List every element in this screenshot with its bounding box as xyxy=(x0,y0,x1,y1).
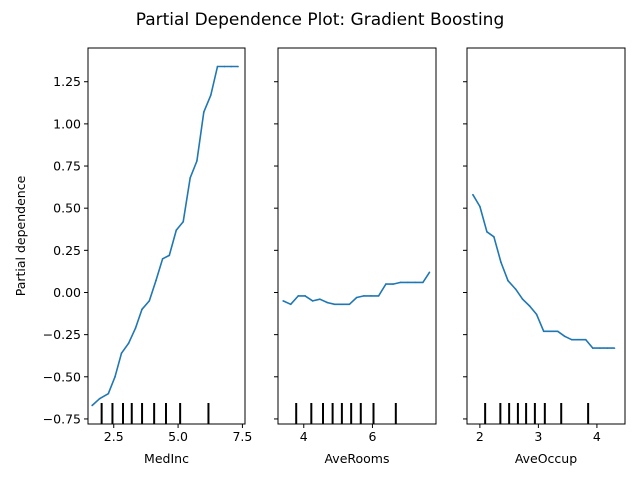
data-point xyxy=(326,301,329,304)
data-point xyxy=(592,347,594,349)
data-point xyxy=(407,281,409,284)
data-point xyxy=(196,160,198,162)
data-point xyxy=(414,281,417,284)
data-point xyxy=(422,281,424,284)
data-point xyxy=(493,236,495,238)
y-tick-label: 0.50 xyxy=(53,201,81,216)
data-point xyxy=(289,303,292,306)
data-point xyxy=(542,330,545,333)
partial-dependence-line xyxy=(91,65,239,407)
data-point xyxy=(282,300,284,302)
data-point xyxy=(584,338,587,341)
y-tick-label: −0.75 xyxy=(43,411,81,426)
x-axis-label: MedInc xyxy=(144,451,189,466)
y-tick-label: −0.25 xyxy=(43,327,81,342)
y-tick-label: 0.25 xyxy=(53,243,81,258)
figure-title: Partial Dependence Plot: Gradient Boosti… xyxy=(136,10,504,30)
data-point xyxy=(507,279,509,282)
data-point xyxy=(209,94,212,97)
y-axis-label: Partial dependence xyxy=(13,175,28,296)
data-point xyxy=(528,305,531,307)
data-point xyxy=(91,404,93,407)
data-point xyxy=(599,347,601,349)
axes-frame xyxy=(277,47,437,425)
data-point xyxy=(168,254,171,257)
data-point xyxy=(237,65,239,68)
data-point xyxy=(563,335,566,338)
data-point xyxy=(155,279,157,282)
x-tick-label: 4 xyxy=(593,429,601,444)
data-point xyxy=(297,295,300,297)
x-tick-label: 3 xyxy=(534,429,542,444)
subplot-3: 2 3 4 AveOccup xyxy=(463,47,626,466)
data-point xyxy=(161,257,164,260)
subplot-2: 4 6 AveRooms xyxy=(274,47,437,466)
data-point xyxy=(500,261,502,263)
data-point xyxy=(189,177,191,179)
x-tick-label: 5.0 xyxy=(168,429,188,444)
subplots: 2.5 5.0 7.5 −0.75 −0.50 −0.25 0.00 0.25 0.50 0.75… xyxy=(13,47,626,466)
x-tick-label: 2 xyxy=(476,429,484,444)
data-point xyxy=(535,313,538,316)
data-point xyxy=(399,281,402,284)
data-point xyxy=(127,342,130,344)
x-tick-label: 7.5 xyxy=(232,429,252,444)
data-point xyxy=(377,295,380,297)
y-tick-label: 1.25 xyxy=(53,74,81,89)
x-axis-label: AveRooms xyxy=(324,451,389,466)
data-point xyxy=(203,111,205,113)
data-point xyxy=(549,330,552,333)
data-point xyxy=(107,392,110,395)
data-point xyxy=(120,352,123,354)
data-point xyxy=(613,347,616,349)
data-point xyxy=(319,298,321,301)
data-point xyxy=(556,330,559,333)
axes-frame xyxy=(466,47,626,425)
data-point xyxy=(606,347,609,349)
subplot-1: 2.5 5.0 7.5 −0.75 −0.50 −0.25 0.00 0.25 0.50 0.75… xyxy=(13,47,252,466)
data-point xyxy=(230,65,232,68)
data-point xyxy=(514,288,517,290)
data-point xyxy=(486,230,488,233)
data-point xyxy=(341,303,343,306)
x-tick-label: 2.5 xyxy=(104,429,124,444)
data-point xyxy=(570,338,573,341)
x-tick-label: 4 xyxy=(300,429,308,444)
data-point xyxy=(428,271,431,274)
y-tick-label: 1.00 xyxy=(53,116,81,131)
axes-frame xyxy=(87,47,246,425)
data-point xyxy=(311,300,314,302)
data-point xyxy=(348,303,351,306)
x-axis-label: AveOccup xyxy=(515,451,577,466)
data-point xyxy=(304,295,306,297)
y-tick-label: 0.00 xyxy=(53,285,81,300)
data-point xyxy=(114,375,116,378)
data-point xyxy=(363,295,365,297)
data-point xyxy=(175,229,178,231)
data-point xyxy=(370,295,372,297)
data-point xyxy=(182,220,185,223)
y-tick-label: −0.50 xyxy=(43,369,81,384)
data-point xyxy=(223,65,226,68)
x-tick-label: 6 xyxy=(368,429,376,444)
data-point xyxy=(355,296,358,299)
data-point xyxy=(521,298,524,301)
data-point xyxy=(479,205,481,208)
y-tick-label: 0.75 xyxy=(53,159,81,174)
data-point xyxy=(98,397,101,400)
data-point xyxy=(577,338,580,341)
data-point xyxy=(134,327,137,329)
data-point xyxy=(385,283,387,285)
data-point xyxy=(148,300,151,302)
data-point xyxy=(392,283,394,285)
data-point xyxy=(216,65,219,68)
data-point xyxy=(472,193,474,196)
data-point xyxy=(141,308,143,311)
data-point xyxy=(333,303,336,306)
